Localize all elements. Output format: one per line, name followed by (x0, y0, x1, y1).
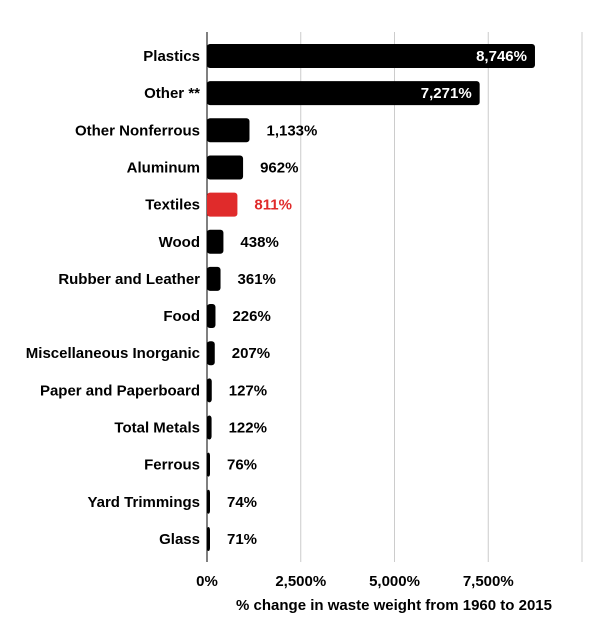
bar (207, 192, 238, 217)
category-label: Yard Trimmings (87, 494, 200, 511)
value-label: 127% (229, 382, 267, 399)
bar (207, 415, 212, 440)
bar (207, 155, 244, 180)
x-axis-title: % change in waste weight from 1960 to 20… (236, 597, 552, 614)
value-label: 1,133% (266, 122, 317, 139)
bar (207, 81, 480, 106)
bar (207, 304, 216, 329)
x-tick-label: 7,500% (463, 573, 514, 590)
value-label: 438% (240, 234, 278, 251)
labels: 0% 2,500% 5,000% 7,500% Plastics 8,746% Other … (26, 48, 527, 590)
category-label: Textiles (145, 197, 200, 214)
value-label: 962% (260, 159, 298, 176)
category-label: Aluminum (127, 159, 200, 176)
category-label: Paper and Paperboard (40, 382, 200, 399)
category-label: Other Nonferrous (75, 122, 200, 139)
x-tick-label: 2,500% (275, 573, 326, 590)
value-label: 76% (227, 457, 257, 474)
bar (207, 526, 210, 551)
bars (207, 44, 535, 551)
bar (207, 378, 212, 403)
category-label: Ferrous (144, 457, 200, 474)
category-label: Food (163, 308, 200, 325)
bar (207, 44, 535, 68)
value-label: 361% (238, 271, 276, 288)
bar (207, 266, 221, 291)
category-label: Glass (159, 531, 200, 548)
value-label: 71% (227, 531, 257, 548)
bar (207, 229, 224, 254)
category-label: Plastics (143, 48, 200, 65)
bar (207, 118, 250, 143)
category-label: Rubber and Leather (58, 271, 200, 288)
value-label: 811% (254, 197, 292, 214)
bar (207, 341, 215, 366)
category-label: Total Metals (114, 420, 200, 437)
category-label: Wood (159, 234, 200, 251)
value-label: 226% (232, 308, 270, 325)
value-label: 8,746% (476, 48, 527, 65)
category-label: Miscellaneous Inorganic (26, 345, 200, 362)
value-label: 122% (229, 420, 267, 437)
x-tick-label: 5,000% (369, 573, 420, 590)
value-label: 207% (232, 345, 270, 362)
value-label: 7,271% (421, 85, 472, 102)
category-label: Other ** (144, 85, 200, 102)
bar (207, 452, 210, 477)
value-label: 74% (227, 494, 257, 511)
gridlines (206, 32, 583, 562)
x-tick-label: 0% (196, 573, 218, 590)
bar (207, 489, 210, 514)
